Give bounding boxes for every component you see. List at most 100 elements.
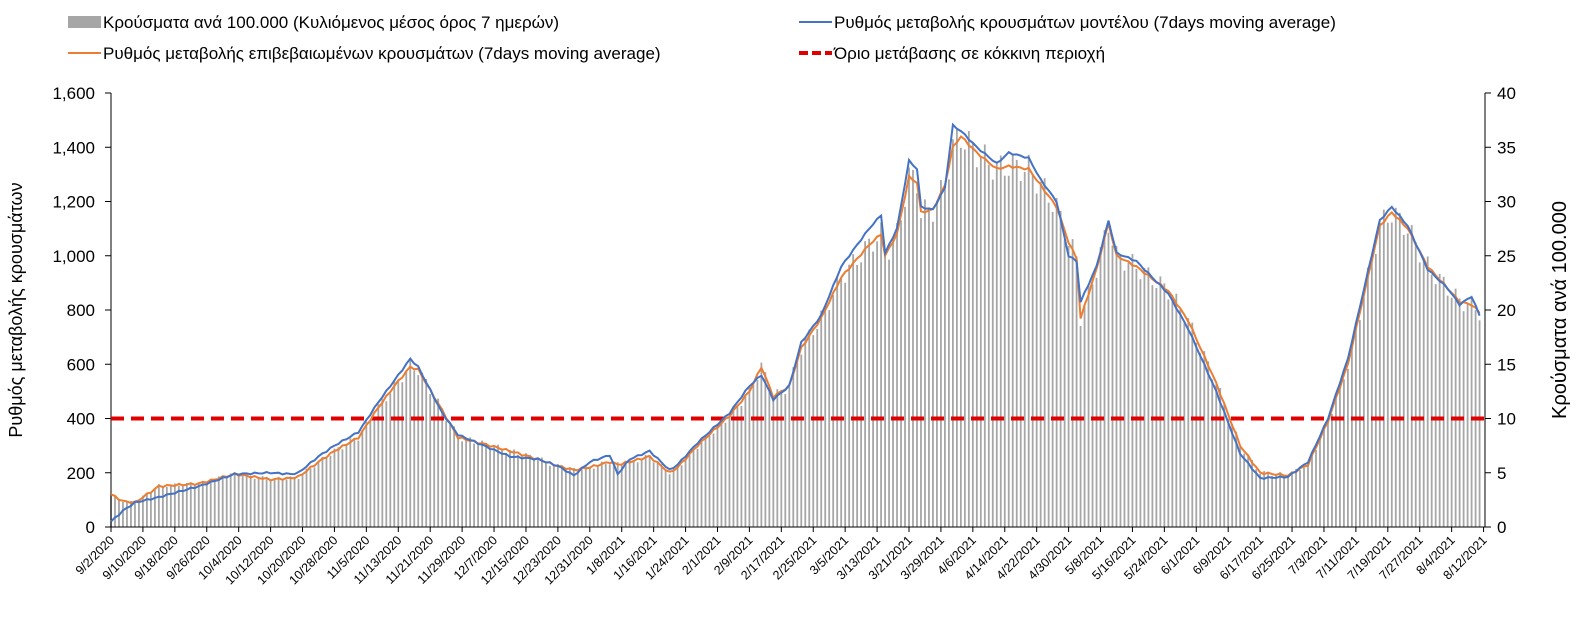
bar [788,386,791,527]
bar [780,389,783,527]
bar [564,469,567,527]
bar [844,282,847,527]
y2-tick-label: 15 [1497,355,1516,374]
bar [1195,342,1198,527]
bar [138,500,140,527]
y-axis-title: Ρυθμός μεταβολής κρουσμάτων [6,182,26,437]
bar [1011,154,1014,528]
bar [648,456,651,527]
bar [1458,298,1461,527]
bar [556,463,559,527]
bar [1426,256,1429,527]
bar [884,255,886,527]
bar [892,239,894,527]
bar [433,399,436,527]
bar [405,370,408,527]
bar [1147,267,1150,527]
bar [337,447,340,527]
bar [1223,403,1226,527]
bar [668,474,671,527]
bar [756,380,759,527]
bar [1107,232,1110,527]
bar [189,483,192,527]
bar [265,479,268,527]
bar [1263,471,1266,527]
bar [1219,387,1222,527]
bar [724,422,727,527]
bar [114,495,116,527]
bar [281,480,284,527]
bar [349,438,352,527]
bar [1303,467,1305,527]
bar [1091,284,1094,527]
confirmed-line [110,135,1481,505]
bar [971,143,974,527]
bar [900,220,902,527]
bar [1390,222,1393,527]
bar [1239,447,1242,527]
bar [1135,268,1138,527]
y2-tick-label: 5 [1497,464,1506,483]
bar [1398,212,1401,527]
bar [796,362,799,527]
bar [213,478,216,527]
bar [417,375,420,527]
y-tick-label: 600 [67,355,95,374]
bar [1291,471,1293,527]
bar [521,456,523,527]
bar [1111,245,1114,527]
bar [393,380,396,527]
bar [221,478,224,527]
bar [1207,361,1210,527]
bar [1386,222,1389,528]
bar [1247,454,1250,527]
bar [1123,270,1126,527]
bar [1191,322,1194,527]
bar [704,434,707,527]
bar [134,502,136,527]
bar [1167,299,1170,527]
bar [1139,279,1142,527]
bar [181,485,184,527]
bar [1067,246,1070,527]
bar [1187,318,1190,527]
bar [1059,210,1062,527]
bar [868,238,870,527]
bar [912,169,914,528]
bar [1231,423,1234,527]
bar [700,440,703,527]
bar [736,405,739,527]
bar [580,469,583,527]
bar [999,155,1002,528]
y2-tick-label: 20 [1497,301,1516,320]
bar [301,474,304,527]
y2-axis-title: Κρούσματα ανά 100.000 [1549,201,1571,419]
bar [257,477,260,527]
bar [341,449,344,527]
bar [876,241,878,527]
bar [620,465,623,527]
bar [501,449,503,527]
bar [664,470,667,527]
bar [1203,351,1206,527]
bar [205,481,208,527]
bar [409,360,412,527]
bar [173,483,176,527]
bar [712,433,715,527]
bar [1155,287,1158,527]
bar [385,401,388,527]
bar [1163,283,1166,527]
bar [692,450,695,527]
bar [161,485,164,527]
bar [951,139,954,527]
bar [477,444,479,527]
bar [1259,473,1262,527]
bar [1354,325,1357,527]
bar [955,129,958,527]
bar [1047,202,1050,527]
bar [469,437,471,527]
legend-bars: Κρούσματα ανά 100.000 (Κυλιόμενος μέσος … [103,13,559,32]
bar [329,455,332,527]
bar [285,479,288,527]
